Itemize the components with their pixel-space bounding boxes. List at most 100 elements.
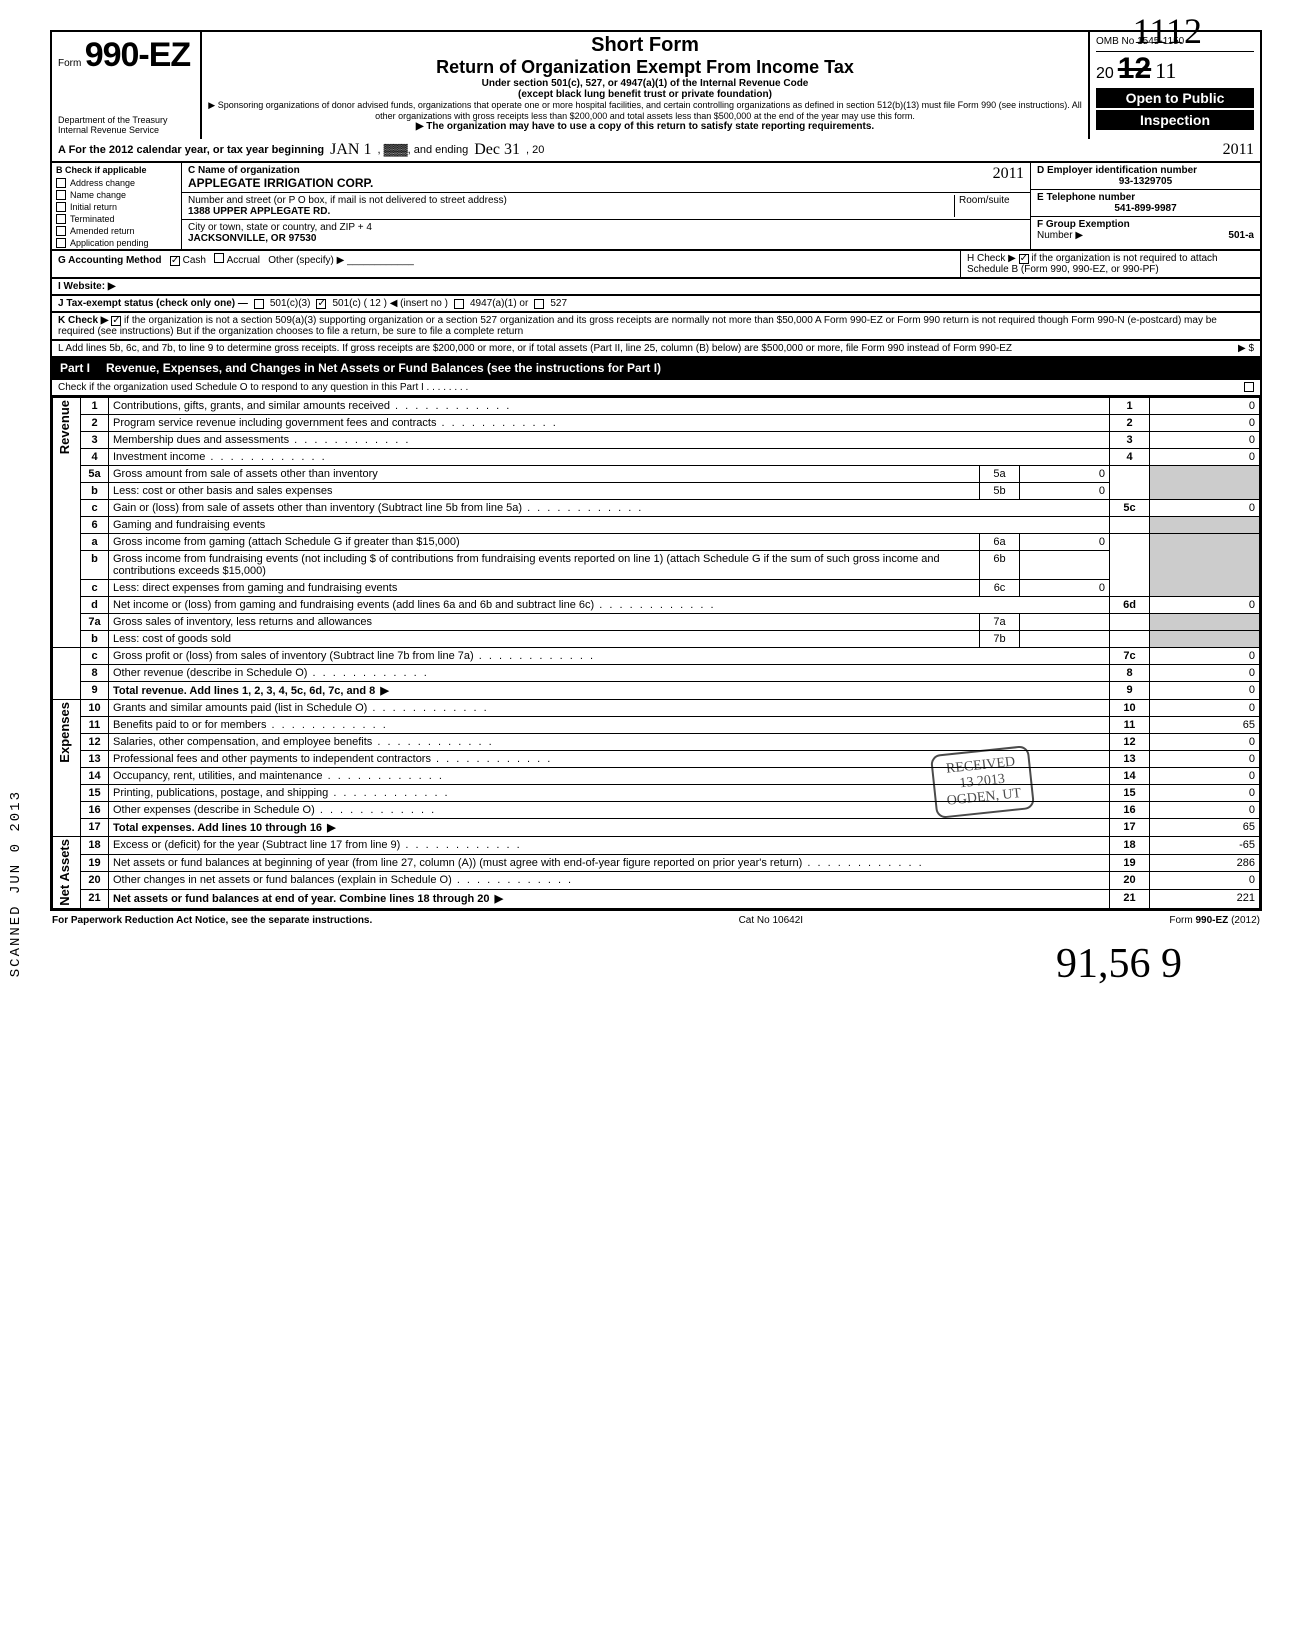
nbox-5c: 5c <box>1110 500 1150 517</box>
line-a-end: Dec 31 <box>474 141 520 159</box>
ln-6a: a <box>81 534 109 551</box>
title-sponsoring: ▶ Sponsoring organizations of donor advi… <box>208 100 1082 121</box>
desc-6: Gaming and fundraising events <box>109 517 1110 534</box>
box-e-label: E Telephone number <box>1037 192 1135 203</box>
val-2: 0 <box>1150 415 1260 432</box>
part1-label: Part I <box>60 361 90 375</box>
org-name: APPLEGATE IRRIGATION CORP. <box>188 176 373 190</box>
part1-sub: Check if the organization used Schedule … <box>58 382 468 393</box>
val-16: 0 <box>1150 802 1260 819</box>
ln-10: 10 <box>81 700 109 717</box>
desc-19: Net assets or fund balances at beginning… <box>109 854 1110 872</box>
mid-6a: 6a <box>980 534 1020 551</box>
desc-6d: Net income or (loss) from gaming and fun… <box>109 597 1110 614</box>
desc-9: Total revenue. Add lines 1, 2, 3, 4, 5c,… <box>113 685 391 697</box>
desc-5c: Gain or (loss) from sale of assets other… <box>109 500 1110 517</box>
org-address: 1388 UPPER APPLEGATE RD. <box>188 206 330 217</box>
chk-k[interactable] <box>111 316 121 326</box>
lbl-address-change: Address change <box>70 178 135 188</box>
midv-6b <box>1020 551 1110 580</box>
box-c-label: C Name of organization <box>188 165 300 176</box>
box-g-label: G Accounting Method <box>58 255 162 266</box>
val-13: 0 <box>1150 751 1260 768</box>
side-revenue: Revenue <box>57 400 72 454</box>
chk-4947[interactable] <box>454 299 464 309</box>
chk-terminated[interactable] <box>56 214 66 224</box>
midv-6c: 0 <box>1020 580 1110 597</box>
phone-value: 541-899-9987 <box>1037 203 1254 214</box>
desc-21: Net assets or fund balances at end of ye… <box>113 893 505 905</box>
ln-6b: b <box>81 551 109 580</box>
nbox-3: 3 <box>1110 432 1150 449</box>
bottom-handwritten: 91,56 9 <box>50 940 1262 988</box>
chk-527[interactable] <box>534 299 544 309</box>
desc-6a: Gross income from gaming (attach Schedul… <box>109 534 980 551</box>
chk-501c[interactable] <box>316 299 326 309</box>
mid-6c: 6c <box>980 580 1020 597</box>
chk-h[interactable] <box>1019 254 1029 264</box>
lbl-application-pending: Application pending <box>70 238 149 248</box>
inspection-label: Inspection <box>1096 110 1254 130</box>
nbox-8: 8 <box>1110 665 1150 682</box>
chk-accrual[interactable] <box>214 253 224 263</box>
chk-initial-return[interactable] <box>56 202 66 212</box>
lbl-terminated: Terminated <box>70 214 115 224</box>
nbox-17: 17 <box>1110 819 1150 837</box>
box-j-label: J Tax-exempt status (check only one) — <box>58 298 248 309</box>
part1-title: Revenue, Expenses, and Changes in Net As… <box>106 361 661 375</box>
val-6d: 0 <box>1150 597 1260 614</box>
dept-treasury: Department of the Treasury <box>58 115 194 125</box>
ln-5a: 5a <box>81 466 109 483</box>
nbox-20: 20 <box>1110 872 1150 890</box>
nbox-12: 12 <box>1110 734 1150 751</box>
year-handwritten: 11 <box>1155 58 1176 84</box>
ln-5b: b <box>81 483 109 500</box>
chk-amended-return[interactable] <box>56 226 66 236</box>
chk-application-pending[interactable] <box>56 238 66 248</box>
org-city: JACKSONVILLE, OR 97530 <box>188 233 316 244</box>
ln-15: 15 <box>81 785 109 802</box>
nbox-2: 2 <box>1110 415 1150 432</box>
midv-7a <box>1020 614 1110 631</box>
scanned-stamp: SCANNED JUN 0 2013 <box>8 790 24 977</box>
desc-4: Investment income <box>109 449 1110 466</box>
form-number: 990-EZ <box>85 36 191 74</box>
side-expenses: Expenses <box>57 702 72 763</box>
footer: For Paperwork Reduction Act Notice, see … <box>50 911 1262 930</box>
box-h-label: H Check ▶ <box>967 253 1016 264</box>
box-f-number: Number ▶ <box>1037 230 1083 241</box>
ln-1: 1 <box>81 398 109 415</box>
desc-3: Membership dues and assessments <box>109 432 1110 449</box>
year-printed: 12 <box>1118 52 1151 86</box>
received-stamp: RECEIVED 13 2013 OGDEN, UT <box>930 745 1035 819</box>
chk-address-change[interactable] <box>56 178 66 188</box>
nbox-19: 19 <box>1110 854 1150 872</box>
lbl-accrual: Accrual <box>227 255 260 266</box>
midv-5a: 0 <box>1020 466 1110 483</box>
val-15: 0 <box>1150 785 1260 802</box>
nbox-21: 21 <box>1110 889 1150 908</box>
ln-7c: c <box>81 648 109 665</box>
chk-501c3[interactable] <box>254 299 264 309</box>
form-header: Form 990-EZ Department of the Treasury I… <box>50 30 1262 139</box>
val-20: 0 <box>1150 872 1260 890</box>
line-a-mid: , ▓▓▓, and ending <box>377 144 468 156</box>
line-a-text: A For the 2012 calendar year, or tax yea… <box>58 144 324 156</box>
open-to-public: Open to Public <box>1096 88 1254 108</box>
mid-7b: 7b <box>980 631 1020 648</box>
desc-6b: Gross income from fundraising events (no… <box>109 551 980 580</box>
desc-7b: Less: cost of goods sold <box>109 631 980 648</box>
lbl-501c3: 501(c)(3) <box>270 298 311 309</box>
box-d-label: D Employer identification number <box>1037 165 1197 176</box>
mid-5b: 5b <box>980 483 1020 500</box>
val-8: 0 <box>1150 665 1260 682</box>
line-a-begin: JAN 1 <box>330 141 371 159</box>
group-exemption-value: 501-a <box>1228 230 1254 241</box>
ln-21: 21 <box>81 889 109 908</box>
ln-5c: c <box>81 500 109 517</box>
desc-2: Program service revenue including govern… <box>109 415 1110 432</box>
chk-part1-schedule-o[interactable] <box>1244 382 1254 392</box>
chk-name-change[interactable] <box>56 190 66 200</box>
chk-cash[interactable] <box>170 256 180 266</box>
nbox-9: 9 <box>1110 682 1150 700</box>
